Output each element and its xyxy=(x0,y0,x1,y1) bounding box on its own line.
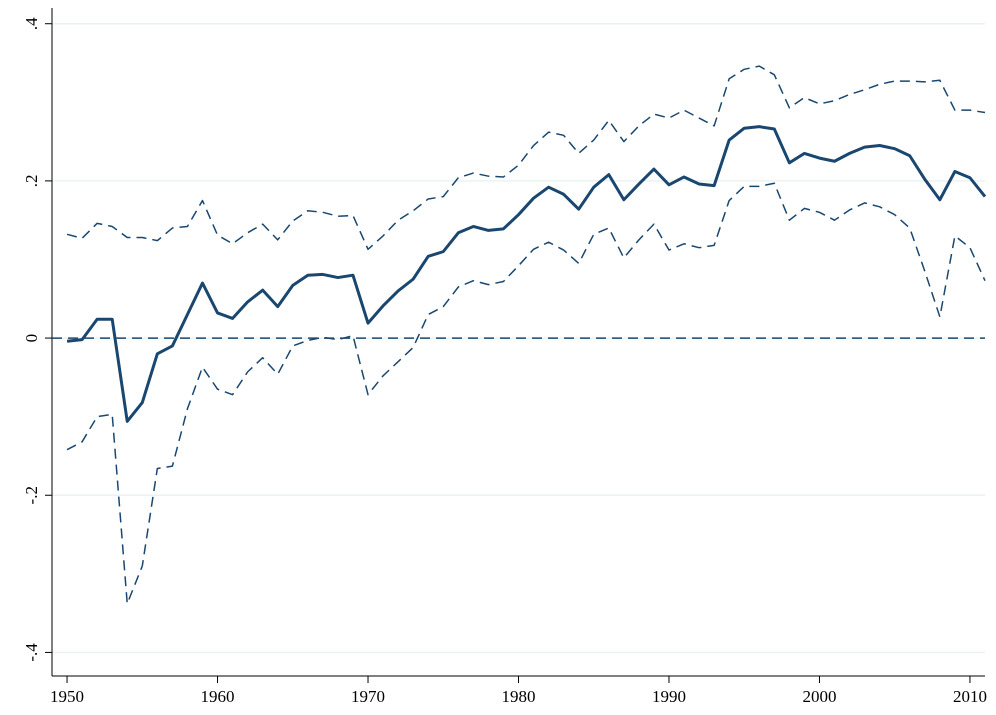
y-tick-label: .4 xyxy=(22,17,41,30)
x-tick-label: 1970 xyxy=(351,687,385,706)
x-tick-label: 1990 xyxy=(652,687,686,706)
x-tick-label: 1950 xyxy=(50,687,84,706)
x-tick-label: 1980 xyxy=(502,687,536,706)
x-tick-label: 2000 xyxy=(802,687,836,706)
estimate-line xyxy=(66,125,987,423)
y-tick-label: .2 xyxy=(22,175,41,188)
y-tick-label: 0 xyxy=(22,334,41,343)
x-tick-label: 2010 xyxy=(953,687,987,706)
confidence-line xyxy=(66,65,986,251)
y-tick-label: -.4 xyxy=(22,643,41,662)
confidence-line xyxy=(66,182,986,605)
x-tick-label: 1960 xyxy=(201,687,235,706)
y-tick-label: -.2 xyxy=(22,486,41,504)
